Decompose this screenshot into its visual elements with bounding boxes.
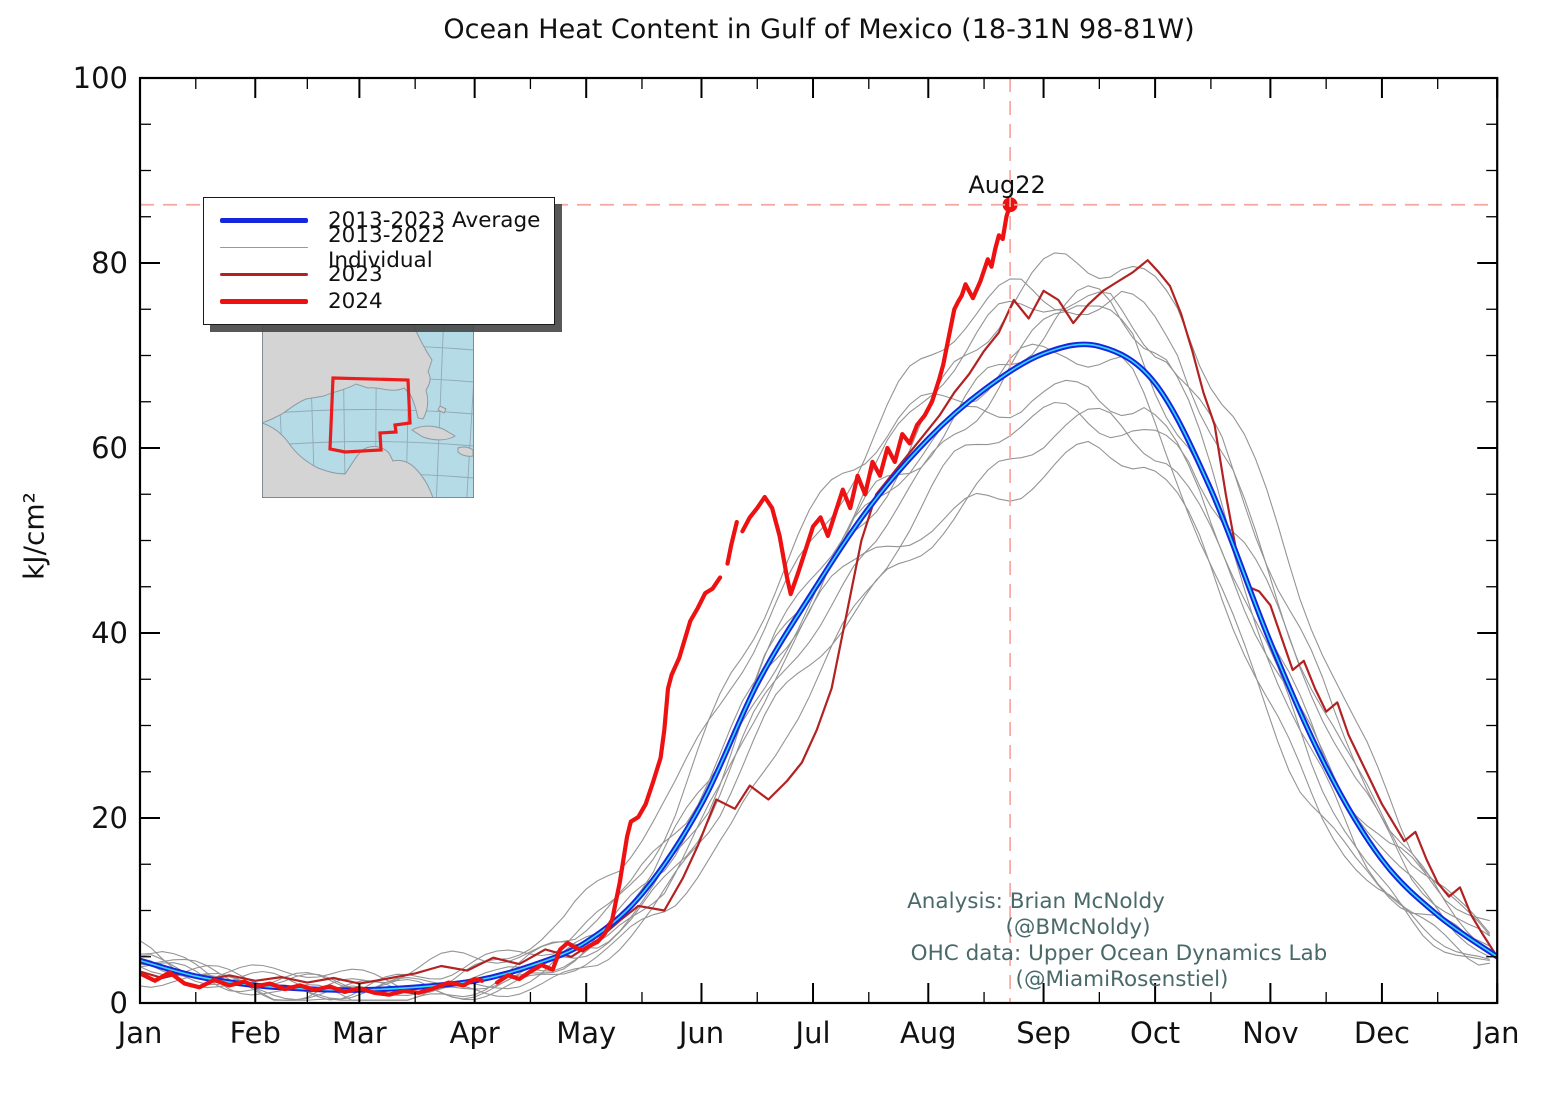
map-cuba: [411, 425, 456, 441]
chart-title: Ocean Heat Content in Gulf of Mexico (18…: [443, 14, 1195, 45]
legend-entry-2023: 2023: [220, 261, 544, 288]
credit-line-2: (@BMcNoldy): [1005, 915, 1151, 940]
x-tick-label: Nov: [1242, 1016, 1299, 1050]
y-tick-label: 60: [91, 431, 128, 465]
legend-label-2023: 2023: [328, 262, 383, 287]
x-tick-label: Apr: [450, 1016, 500, 1050]
x-tick-label: Aug: [900, 1016, 957, 1050]
x-tick-label: Mar: [332, 1016, 387, 1050]
credit-line-3: OHC data: Upper Ocean Dynamics Lab: [910, 941, 1328, 966]
x-tick-label: Feb: [230, 1016, 281, 1050]
line-2024-segment-1: [140, 970, 485, 997]
line-2024-segment-3: [725, 519, 739, 566]
map-region-box: [328, 376, 412, 454]
line-2024-segment-4: [740, 202, 1013, 597]
y-tick-label: 40: [91, 616, 128, 650]
legend-entry-2024: 2024: [220, 288, 544, 315]
plot-area: [140, 197, 1498, 1001]
x-tick-label: Dec: [1354, 1016, 1410, 1050]
aug22-annotation: Aug22: [968, 170, 1046, 199]
y-tick-label: 80: [91, 246, 128, 280]
legend-label-individual: 2013-2022 Individual: [328, 222, 446, 273]
line-2024-segment-2: [494, 575, 723, 985]
legend-swatch-average: [220, 218, 308, 223]
legend-swatch-2024: [220, 299, 308, 304]
y-tick-label: 20: [91, 801, 128, 835]
legend-box: 2013-2023 Average 2013-2022 Individual 2…: [203, 197, 555, 325]
individual-year-line-2021: [140, 440, 1490, 1001]
individual-year-line-2020: [140, 291, 1491, 994]
line-2024: [140, 197, 1018, 997]
x-tick-label: Jun: [677, 1016, 724, 1050]
map-bahamas: [437, 405, 447, 414]
x-tick-label: Jan: [116, 1016, 163, 1050]
map-mexico-central-america: [261, 422, 434, 499]
legend-label-2024: 2024: [328, 289, 383, 314]
x-tick-label: May: [556, 1016, 616, 1050]
graticule-parallel: [261, 409, 475, 415]
legend-swatch-2023: [220, 273, 308, 276]
line-2023: [140, 259, 1498, 985]
legend-entry-average: 2013-2023 Average: [220, 207, 544, 234]
legend-swatch-individual: [220, 246, 308, 249]
x-tick-label: Oct: [1130, 1016, 1180, 1050]
y-axis-label: kJ/cm²: [17, 492, 51, 580]
y-tick-label: 100: [73, 61, 128, 95]
gulf-map-inset: [261, 321, 478, 499]
average-line-core: [140, 343, 1498, 991]
axes-frame: 0 20 40 60 80 100 Jan Feb Mar Apr May Jun Jul Aug Sep O…: [73, 61, 1520, 1050]
x-tick-label: Jan: [1473, 1016, 1520, 1050]
x-tick-label: Sep: [1016, 1016, 1071, 1050]
map-land: [261, 321, 474, 499]
credit-line-4: (@MiamiRosenstiel): [1015, 967, 1229, 992]
gulf-map-svg: [261, 321, 478, 499]
y-tick-label: 0: [110, 986, 128, 1020]
x-tick-label: Jul: [794, 1016, 831, 1050]
credit-line-1: Analysis: Brian McNoldy: [907, 889, 1165, 914]
map-north-america: [261, 321, 433, 424]
legend-label-average: 2013-2023 Average: [328, 208, 541, 233]
legend-entry-individual: 2013-2022 Individual: [220, 223, 544, 273]
